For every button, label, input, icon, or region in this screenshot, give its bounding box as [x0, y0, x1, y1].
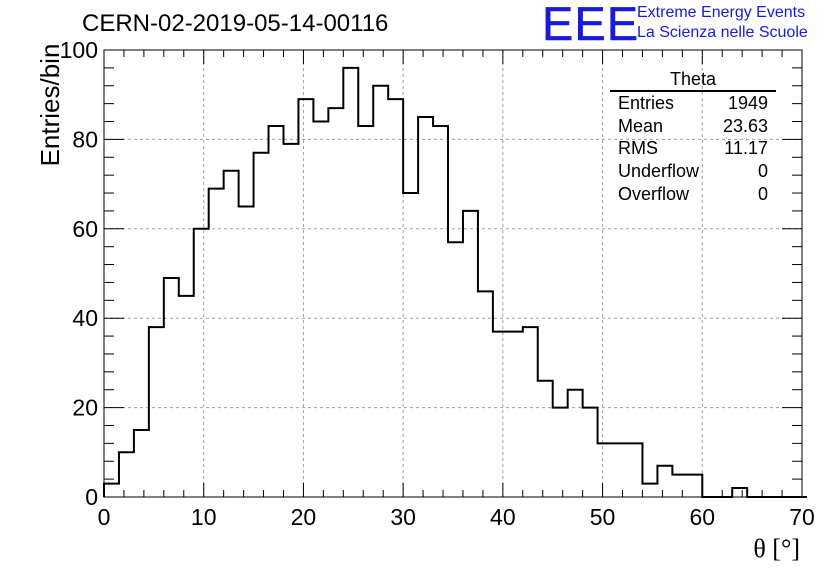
- stats-row-rms: RMS 11.17: [610, 137, 776, 160]
- histogram-bin: [493, 332, 508, 497]
- stats-label: Overflow: [618, 183, 690, 204]
- stats-title: Theta: [610, 68, 776, 92]
- histogram-bin: [119, 452, 134, 497]
- x-tick-label: 40: [490, 504, 516, 530]
- eee-logo: EEE: [542, 0, 640, 50]
- histogram-bin: [104, 484, 119, 497]
- stats-row-underflow: Underflow 0: [610, 160, 776, 183]
- histogram-bin: [343, 68, 358, 497]
- histogram-bin: [687, 475, 702, 497]
- x-tick-label: 20: [291, 504, 317, 530]
- histogram-bin: [568, 390, 583, 497]
- x-tick-label: 60: [689, 504, 715, 530]
- stats-box: Theta Entries 1949 Mean 23.63 RMS 11.17 Und…: [610, 68, 776, 205]
- histogram-bin: [164, 278, 179, 497]
- histogram-bin: [478, 291, 493, 497]
- histogram-bin: [523, 327, 538, 497]
- histogram-bin: [403, 193, 418, 497]
- histogram-bin: [149, 327, 164, 497]
- histogram-bin: [298, 99, 313, 497]
- y-tick-label: 100: [60, 37, 98, 63]
- stats-value: 0: [757, 161, 768, 182]
- stats-label: Entries: [618, 93, 675, 113]
- x-tick-label: 10: [191, 504, 217, 530]
- stats-row-entries: Entries 1949: [610, 92, 776, 115]
- histogram-bin: [583, 408, 598, 497]
- y-tick-label: 20: [72, 395, 98, 421]
- logo-subtitle-line2: La Scienza nelle Scuole: [637, 24, 808, 41]
- histogram-step-line: [103, 66, 807, 498]
- histogram-bin: [642, 484, 657, 497]
- histogram-bin: [657, 466, 672, 497]
- x-axis-label: θ [°]: [753, 534, 800, 563]
- y-tick-label: 40: [72, 305, 98, 331]
- stats-label: Underflow: [618, 161, 700, 182]
- histogram-bin: [313, 122, 328, 497]
- histogram-bin: [433, 126, 448, 497]
- stats-label: RMS: [618, 138, 658, 159]
- histogram-bin: [254, 153, 269, 497]
- y-tick-label: 60: [72, 216, 98, 242]
- histogram-bin: [209, 189, 224, 497]
- histogram-bin: [179, 296, 194, 497]
- stats-value: 0: [757, 183, 768, 204]
- histogram-bin: [388, 99, 403, 497]
- chart-title: CERN-02-2019-05-14-00116: [82, 10, 389, 37]
- histogram-bin: [269, 126, 284, 497]
- logo-subtitle-line1: Extreme Energy Events: [637, 4, 806, 21]
- histogram-bin: [283, 144, 298, 497]
- stats-value: 1949: [727, 93, 768, 113]
- histogram-bin: [672, 475, 687, 497]
- x-tick-label: 50: [590, 504, 616, 530]
- histogram-bin: [194, 229, 209, 497]
- x-tick-label: 30: [390, 504, 416, 530]
- histogram-bin: [613, 443, 628, 497]
- stats-value: 11.17: [724, 138, 768, 159]
- histogram-bin: [538, 381, 553, 497]
- histogram-bin: [448, 242, 463, 497]
- stats-value: 23.63: [722, 115, 768, 136]
- y-tick-label: 0: [85, 484, 98, 510]
- y-axis-label: Entries/bin: [35, 43, 65, 167]
- stats-row-overflow: Overflow 0: [610, 183, 776, 206]
- histogram-bin: [732, 488, 747, 497]
- x-tick-label: 70: [789, 504, 815, 530]
- histogram-bin: [358, 126, 373, 497]
- y-tick-label: 80: [72, 126, 98, 152]
- histogram-bin: [224, 171, 239, 497]
- histogram-bin: [598, 443, 613, 497]
- x-tick-label: 0: [98, 504, 111, 530]
- stats-row-mean: Mean 23.63: [610, 115, 776, 138]
- histogram-bin: [418, 117, 433, 497]
- stats-label: Mean: [618, 115, 664, 136]
- histogram-bin: [239, 206, 254, 497]
- histogram-bin: [463, 211, 478, 497]
- histogram-bin: [508, 332, 523, 497]
- histogram-bin: [628, 443, 643, 497]
- histogram-bin: [134, 430, 149, 497]
- histogram-bin: [553, 408, 568, 497]
- histogram-bin: [373, 86, 388, 497]
- plot-frame: [103, 49, 803, 498]
- histogram-bin: [328, 108, 343, 497]
